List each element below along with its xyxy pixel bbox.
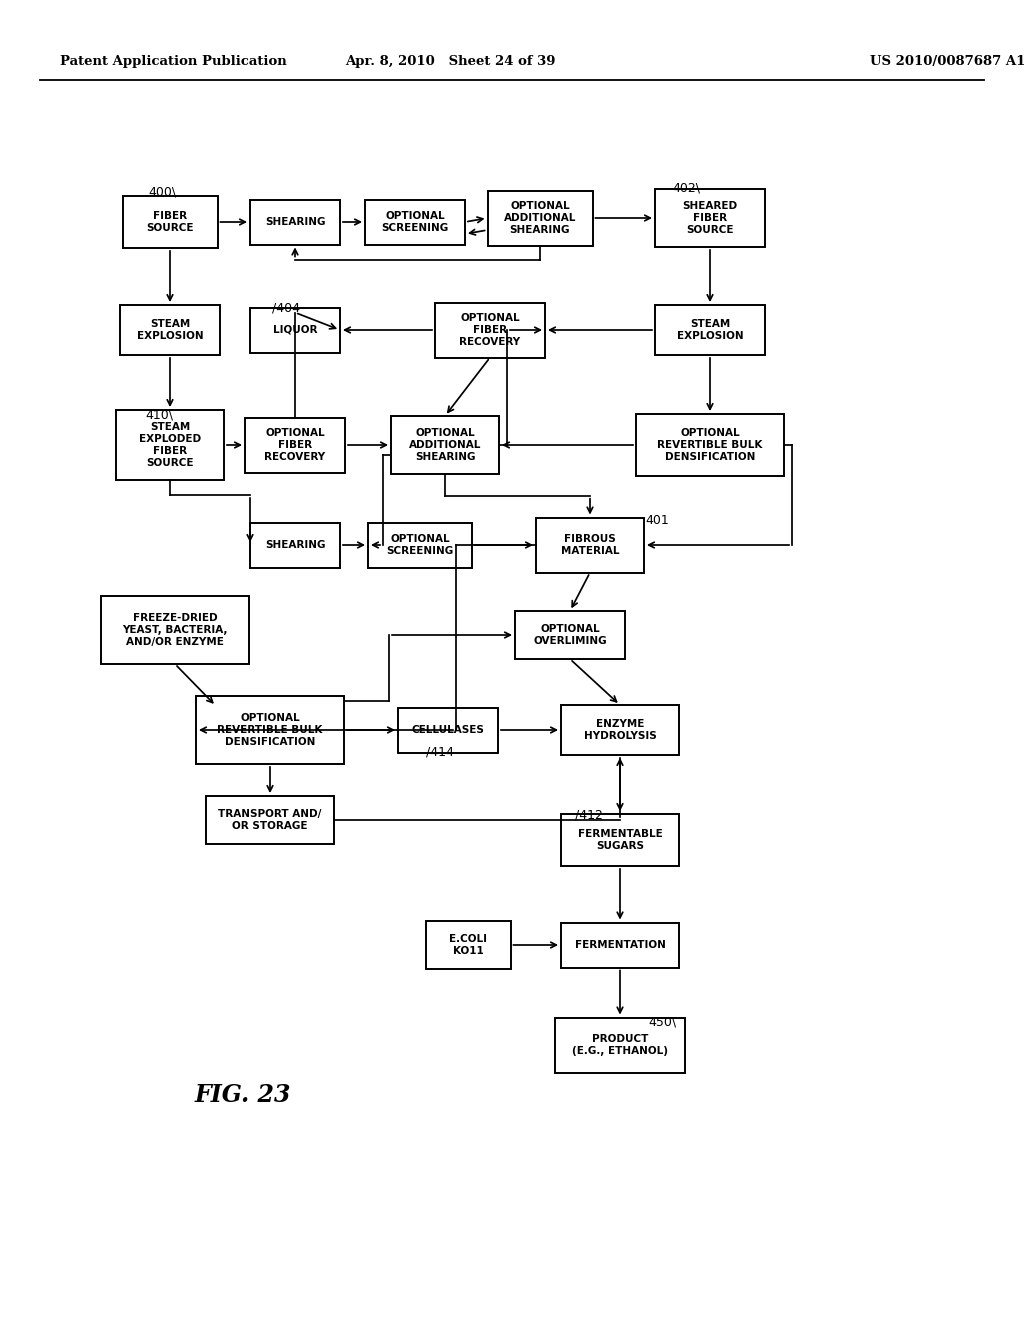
Text: /412: /412 [575, 808, 603, 821]
Bar [636, 414, 784, 477]
Text: SHEARING: SHEARING [265, 216, 326, 227]
Text: FIG. 23: FIG. 23 [195, 1082, 292, 1107]
Bar [487, 190, 593, 246]
Bar [101, 597, 249, 664]
Bar [368, 523, 472, 568]
Bar [561, 923, 679, 968]
Text: CELLULASES: CELLULASES [412, 725, 484, 735]
Bar [196, 696, 344, 764]
Text: OPTIONAL
SCREENING: OPTIONAL SCREENING [386, 535, 454, 556]
Bar [655, 189, 765, 247]
Bar [206, 796, 334, 843]
Text: 410\: 410\ [145, 408, 173, 421]
Bar [655, 305, 765, 355]
Text: OPTIONAL
FIBER
RECOVERY: OPTIONAL FIBER RECOVERY [460, 313, 520, 347]
Bar [250, 523, 340, 568]
Bar [515, 611, 625, 659]
Bar [398, 708, 498, 752]
Text: FIBER
SOURCE: FIBER SOURCE [146, 211, 194, 234]
Text: 402\: 402\ [672, 181, 700, 194]
Text: 450\: 450\ [648, 1015, 676, 1028]
Bar [426, 921, 511, 969]
Text: OPTIONAL
ADDITIONAL
SHEARING: OPTIONAL ADDITIONAL SHEARING [409, 428, 481, 462]
Text: Patent Application Publication: Patent Application Publication [60, 55, 287, 69]
Text: LIQUOR: LIQUOR [272, 325, 317, 335]
Text: Apr. 8, 2010   Sheet 24 of 39: Apr. 8, 2010 Sheet 24 of 39 [345, 55, 555, 69]
Text: PRODUCT
(E.G., ETHANOL): PRODUCT (E.G., ETHANOL) [572, 1034, 668, 1056]
Text: OPTIONAL
REVERTIBLE BULK
DENSIFICATION: OPTIONAL REVERTIBLE BULK DENSIFICATION [657, 428, 763, 462]
Text: ENZYME
HYDROLYSIS: ENZYME HYDROLYSIS [584, 719, 656, 741]
Text: /404: /404 [272, 301, 300, 314]
Bar [555, 1018, 685, 1072]
Text: 400\: 400\ [148, 186, 176, 198]
Text: SHEARING: SHEARING [265, 540, 326, 550]
Text: TRANSPORT AND/
OR STORAGE: TRANSPORT AND/ OR STORAGE [218, 809, 322, 832]
Text: OPTIONAL
SCREENING: OPTIONAL SCREENING [381, 211, 449, 234]
Text: 401: 401 [645, 513, 669, 527]
Text: FIBROUS
MATERIAL: FIBROUS MATERIAL [561, 535, 620, 556]
Text: STEAM
EXPLOSION: STEAM EXPLOSION [136, 319, 204, 341]
Text: /414: /414 [426, 746, 454, 759]
Text: STEAM
EXPLODED
FIBER
SOURCE: STEAM EXPLODED FIBER SOURCE [139, 422, 201, 469]
Text: OPTIONAL
FIBER
RECOVERY: OPTIONAL FIBER RECOVERY [264, 428, 326, 462]
Bar [561, 705, 679, 755]
Text: OPTIONAL
REVERTIBLE BULK
DENSIFICATION: OPTIONAL REVERTIBLE BULK DENSIFICATION [217, 713, 323, 747]
Bar [536, 517, 644, 573]
Text: OPTIONAL
OVERLIMING: OPTIONAL OVERLIMING [534, 624, 607, 645]
Bar [250, 308, 340, 352]
Text: US 2010/0087687 A1: US 2010/0087687 A1 [870, 55, 1024, 69]
Bar [123, 195, 217, 248]
Text: OPTIONAL
ADDITIONAL
SHEARING: OPTIONAL ADDITIONAL SHEARING [504, 201, 577, 235]
Bar [250, 199, 340, 244]
Text: FREEZE-DRIED
YEAST, BACTERIA,
AND/OR ENZYME: FREEZE-DRIED YEAST, BACTERIA, AND/OR ENZ… [122, 612, 227, 647]
Text: SHEARED
FIBER
SOURCE: SHEARED FIBER SOURCE [682, 201, 737, 235]
Bar [116, 411, 224, 480]
Text: FERMENTABLE
SUGARS: FERMENTABLE SUGARS [578, 829, 663, 851]
Bar [245, 417, 345, 473]
Bar [435, 302, 545, 358]
Text: FERMENTATION: FERMENTATION [574, 940, 666, 950]
Bar [120, 305, 220, 355]
Text: STEAM
EXPLOSION: STEAM EXPLOSION [677, 319, 743, 341]
Bar [561, 814, 679, 866]
Text: E.COLI
KO11: E.COLI KO11 [449, 935, 487, 956]
Bar [391, 416, 499, 474]
Bar [365, 199, 465, 244]
